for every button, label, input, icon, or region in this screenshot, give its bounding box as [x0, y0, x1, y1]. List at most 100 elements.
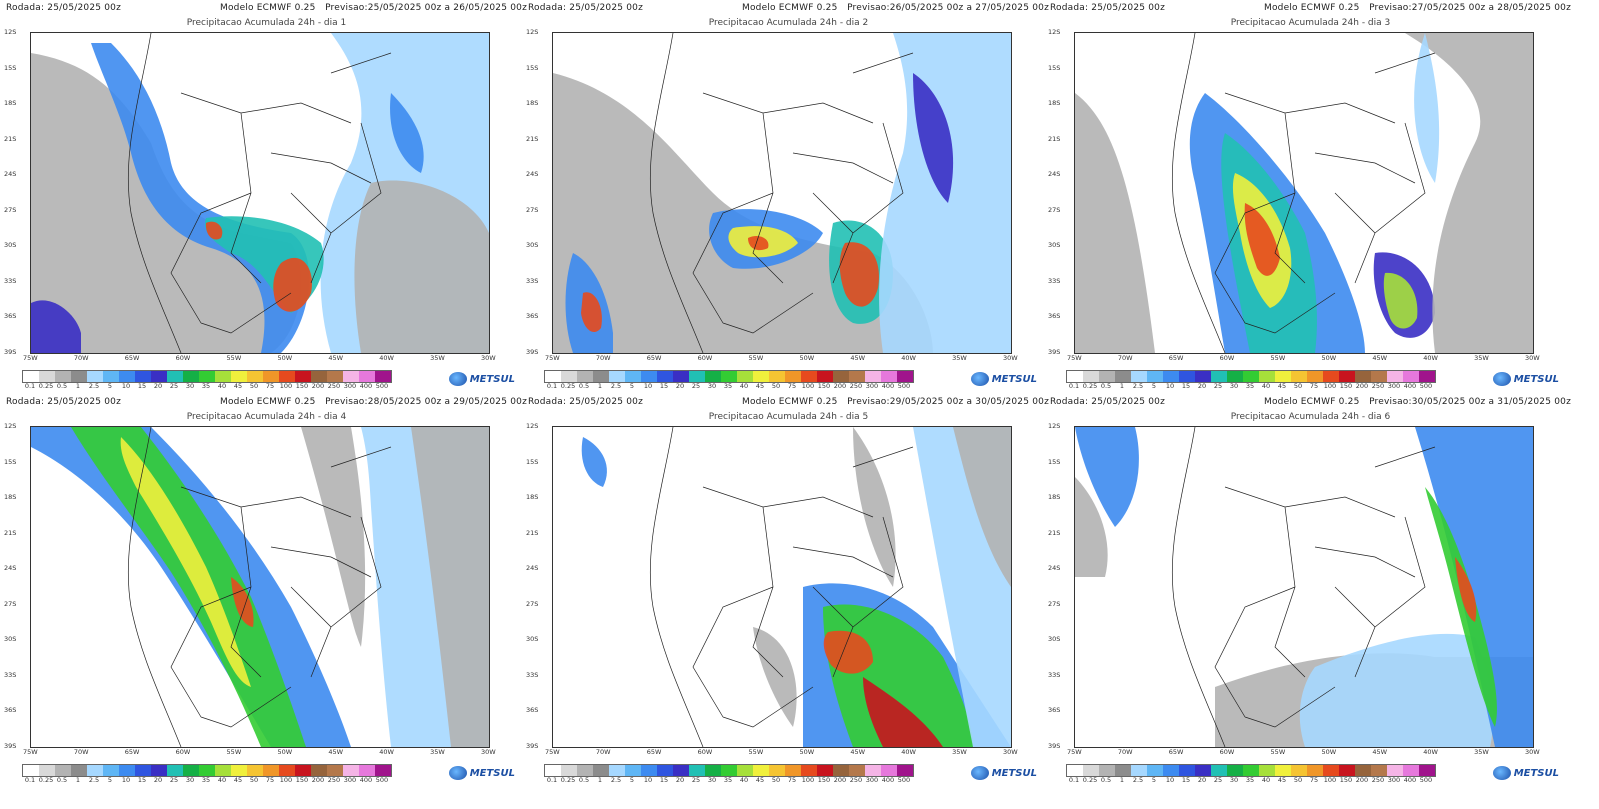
lat-tick: 27S — [1048, 599, 1061, 608]
legend-swatch — [801, 371, 817, 382]
legend-label: 100 — [279, 382, 293, 390]
lat-tick: 18S — [1048, 99, 1061, 108]
lat-tick: 15S — [526, 457, 539, 466]
legend-label: 2.5 — [1132, 776, 1144, 784]
legend-label: 10 — [121, 776, 131, 784]
legend-swatch — [1147, 765, 1163, 776]
lon-tick: 35W — [430, 748, 445, 756]
lon-tick: 60W — [175, 748, 191, 756]
legend-swatch — [87, 765, 103, 776]
legend-swatch — [705, 765, 721, 776]
legend-swatch — [311, 765, 327, 776]
precip-area — [273, 257, 312, 312]
legend-swatch — [199, 371, 215, 382]
legend-label: 500 — [1419, 776, 1433, 784]
lon-tick: 75W — [1067, 354, 1082, 362]
legend-label: 150 — [295, 776, 309, 784]
legend-swatch — [785, 371, 801, 382]
legend-label: 50 — [249, 776, 259, 784]
legend-label: 45 — [1277, 776, 1287, 784]
legend-swatch — [1403, 765, 1419, 776]
precip-area — [231, 577, 254, 627]
legend-swatch — [87, 371, 103, 382]
legend-label: 40 — [217, 382, 227, 390]
lat-tick: 36S — [4, 706, 17, 715]
legend-swatch — [1355, 371, 1371, 382]
lat-tick: 30S — [526, 241, 539, 250]
legend-label: 50 — [1293, 382, 1303, 390]
precip-area — [205, 221, 223, 240]
legend-swatch — [721, 371, 737, 382]
lat-tick: 12S — [4, 422, 17, 430]
lat-tick: 39S — [526, 742, 539, 750]
legend-swatch — [1179, 371, 1195, 382]
legend-label: 35 — [723, 382, 733, 390]
legend-swatch — [359, 765, 375, 776]
legend-label: 150 — [817, 382, 831, 390]
logo-text: METSUL — [991, 373, 1037, 385]
lon-tick: 40W — [379, 748, 394, 756]
legend-label: 5 — [107, 382, 113, 390]
legend-swatch — [39, 765, 55, 776]
legend-swatch — [625, 371, 641, 382]
legend-swatch — [593, 765, 609, 776]
legend-swatch — [1339, 371, 1355, 382]
legend-label: 1 — [1119, 776, 1125, 784]
legend-label: 5 — [107, 776, 113, 784]
lon-tick: 75W — [1067, 748, 1082, 756]
legend-label: 10 — [1165, 776, 1175, 784]
lat-tick: 39S — [526, 348, 539, 356]
lon-tick: 70W — [73, 748, 89, 756]
legend-swatch — [247, 371, 263, 382]
run-label: Rodada: 25/05/2025 00z — [1050, 3, 1166, 13]
globe-icon — [448, 766, 467, 780]
precip-area — [301, 427, 366, 647]
legend-label: 400 — [1403, 776, 1417, 784]
legend-swatch — [1387, 371, 1403, 382]
legend-swatch — [1291, 371, 1307, 382]
lat-tick: 12S — [4, 28, 17, 36]
legend-swatch — [311, 371, 327, 382]
color-legend — [544, 370, 914, 383]
legend-swatch — [1323, 765, 1339, 776]
precip-map — [552, 426, 1012, 748]
precip-area — [31, 300, 81, 353]
lon-tick: 60W — [697, 748, 713, 756]
legend-swatch — [1275, 371, 1291, 382]
lat-tick: 33S — [526, 670, 539, 679]
lon-tick: 45W — [850, 748, 866, 756]
legend-label: 30 — [185, 776, 195, 784]
legend-label: 0.25 — [1082, 776, 1098, 784]
legend-label: 400 — [359, 382, 373, 390]
lon-tick: 30W — [1003, 354, 1018, 362]
lat-tick: 36S — [526, 706, 539, 715]
precip-area — [863, 677, 943, 747]
lon-tick: 55W — [1270, 354, 1286, 362]
legend-label: 0.5 — [56, 776, 68, 784]
precip-area — [411, 427, 489, 747]
lon-tick: 45W — [328, 748, 344, 756]
lon-tick: 70W — [1117, 354, 1133, 362]
precip-area — [581, 292, 602, 333]
globe-icon — [970, 766, 989, 780]
panel-title: Precipitacao Acumulada 24h - dia 5 — [708, 412, 869, 422]
legend-swatch — [1387, 765, 1403, 776]
lon-tick: 65W — [1168, 748, 1184, 756]
panel-title: Precipitacao Acumulada 24h - dia 2 — [708, 18, 869, 28]
precip-area — [839, 242, 879, 307]
legend-label: 0.1 — [546, 382, 558, 390]
legend-swatch — [801, 765, 817, 776]
precip-area — [91, 43, 310, 353]
lon-tick: 70W — [1117, 748, 1133, 756]
lat-tick: 12S — [526, 28, 539, 36]
legend-swatch — [1195, 765, 1211, 776]
legend-swatch — [1227, 371, 1243, 382]
metsul-logo: METSUL — [448, 372, 515, 386]
legend-swatch — [897, 371, 913, 382]
lon-tick: 35W — [1474, 354, 1489, 362]
lat-tick: 39S — [1048, 742, 1061, 750]
precip-area — [1075, 93, 1155, 353]
legend-swatch — [609, 371, 625, 382]
legend-label: 300 — [343, 382, 357, 390]
lon-tick: 30W — [1525, 748, 1540, 756]
